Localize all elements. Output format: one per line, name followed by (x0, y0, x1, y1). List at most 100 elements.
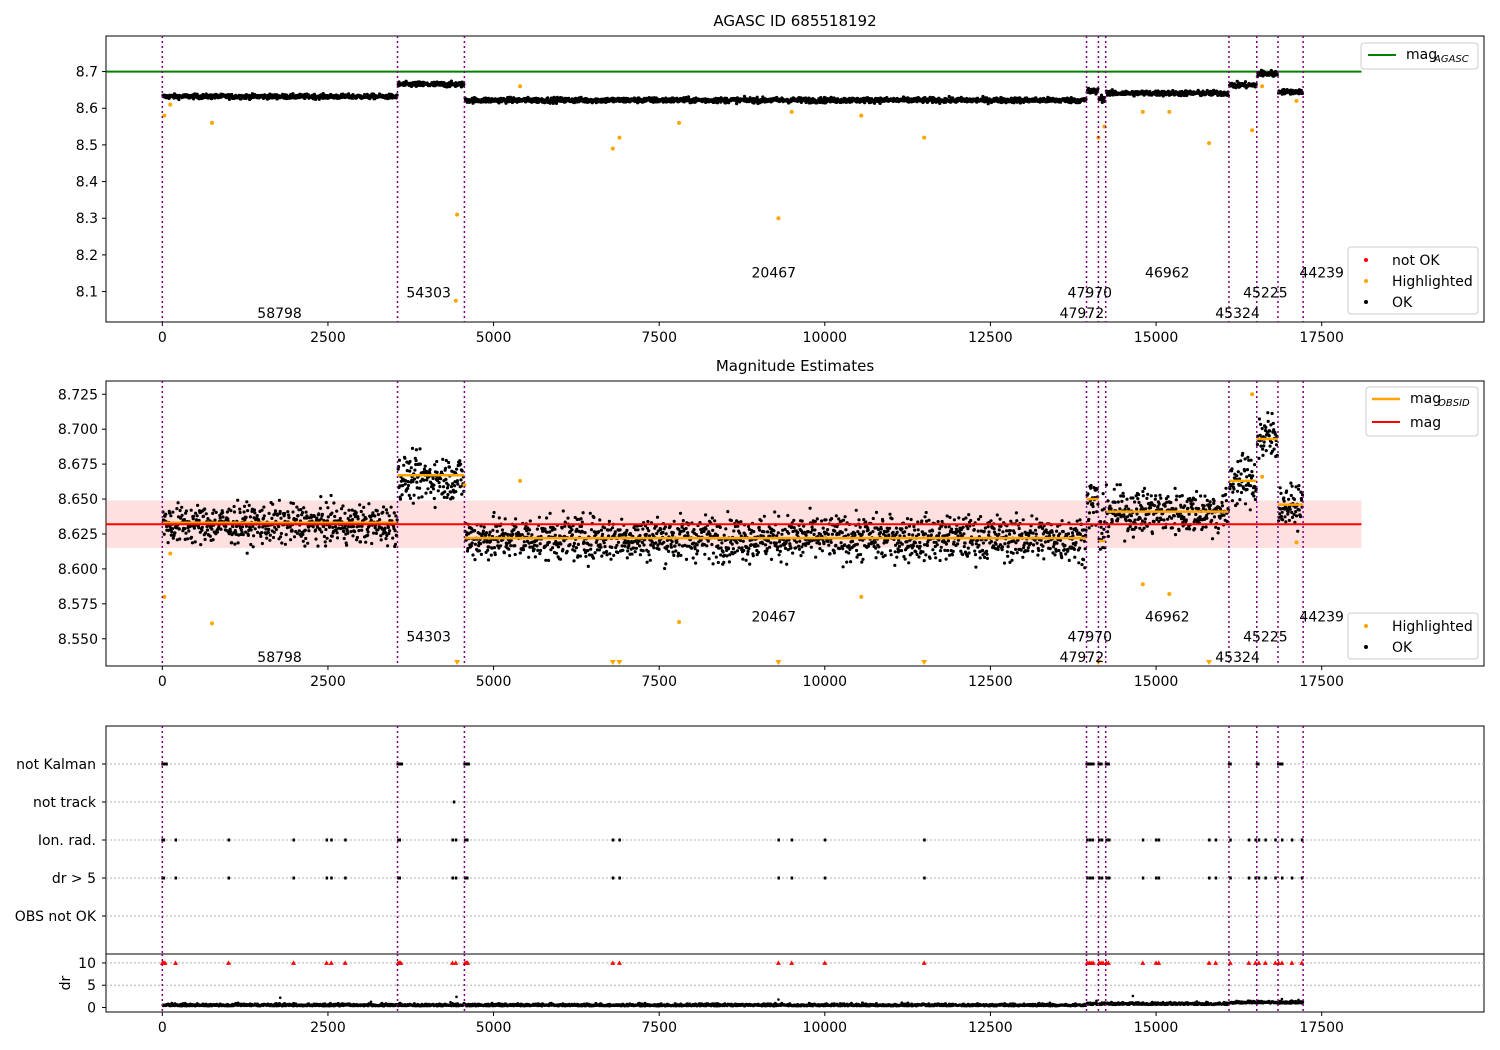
ok-point (841, 565, 845, 569)
ok-point (543, 527, 547, 531)
ok-point (792, 518, 796, 522)
ok-point (947, 525, 951, 529)
ok-point (431, 487, 436, 491)
ok-point (634, 546, 639, 550)
ok-point (304, 536, 308, 541)
ok-point (568, 543, 572, 547)
ok-point (903, 557, 907, 561)
ok-point (601, 532, 605, 536)
ok-point (706, 539, 710, 543)
ok-point (203, 537, 207, 542)
ok-point (193, 540, 197, 544)
ok-point (610, 526, 615, 530)
ok-point (403, 482, 407, 486)
ok-point (572, 541, 577, 546)
ok-point (871, 530, 875, 534)
ok-point (314, 528, 318, 532)
obsid-label: 46962 (1145, 266, 1190, 282)
ok-point (351, 517, 355, 522)
ok-point (445, 495, 449, 500)
ok-point (933, 552, 937, 556)
y-tick-label: 8.6 (76, 101, 98, 117)
ok-point (491, 528, 495, 532)
x-tick-label: 5000 (476, 330, 512, 346)
ok-point (938, 558, 942, 563)
ok-point (439, 477, 443, 481)
x-tick-label: 2500 (310, 330, 346, 346)
ok-point (413, 468, 417, 472)
ok-point (923, 515, 927, 519)
ok-point (192, 514, 196, 518)
ok-point (615, 543, 619, 547)
ok-point (512, 528, 516, 532)
ok-point (211, 538, 215, 542)
ok-point (740, 546, 744, 550)
ok-point (759, 519, 763, 523)
ok-point (449, 79, 453, 83)
ok-point (636, 528, 640, 532)
ok-point (454, 490, 458, 494)
ok-point (957, 516, 961, 520)
ok-point (509, 544, 513, 548)
ok-point (234, 524, 239, 529)
ok-point (979, 515, 983, 519)
ok-point (333, 514, 337, 519)
ok-point (536, 548, 540, 553)
ok-point (758, 528, 762, 532)
ok-point (384, 537, 388, 541)
ok-point (916, 528, 920, 532)
ok-point (436, 489, 440, 493)
ok-point (889, 553, 893, 557)
ok-point (247, 503, 251, 507)
ok-point (847, 551, 851, 555)
ok-point (632, 96, 637, 100)
ok-point (913, 541, 918, 545)
ok-point (221, 510, 225, 515)
ok-point (561, 547, 565, 552)
ok-point (888, 526, 892, 530)
ok-point (776, 545, 780, 549)
ok-point (642, 543, 646, 547)
ok-point (732, 529, 736, 533)
ok-point (423, 464, 427, 468)
ok-point (271, 502, 275, 506)
ok-point (200, 525, 204, 529)
ok-point (964, 516, 968, 520)
ok-point (572, 559, 576, 563)
ok-point (456, 482, 460, 486)
ok-point (455, 479, 459, 483)
ok-point (521, 548, 526, 552)
ok-point (930, 529, 935, 533)
ok-point (503, 517, 507, 521)
ok-point (477, 549, 481, 553)
ok-point (455, 467, 459, 471)
ok-point (797, 544, 801, 548)
ok-point (730, 542, 734, 546)
ok-point (203, 531, 208, 535)
ok-point (841, 518, 846, 522)
ok-point (956, 542, 960, 546)
ok-point (538, 542, 542, 546)
ok-point (954, 527, 959, 531)
ok-point (408, 496, 413, 500)
ok-point (219, 527, 223, 531)
ok-point (883, 553, 887, 558)
ok-point (725, 554, 729, 558)
ok-point (824, 518, 828, 522)
ok-point (378, 518, 382, 522)
ok-point (672, 519, 676, 523)
ok-point (355, 535, 359, 540)
highlighted-point (617, 135, 622, 140)
ok-point (877, 545, 881, 549)
ok-point (446, 483, 450, 487)
ok-point (213, 518, 217, 522)
ok-point (977, 517, 981, 521)
ok-point (323, 540, 327, 544)
ok-point (800, 519, 804, 523)
ok-point (801, 550, 805, 554)
ok-point (433, 505, 437, 510)
ok-point (319, 517, 323, 521)
ok-point (554, 551, 559, 555)
ok-point (719, 553, 723, 557)
ok-point (297, 529, 301, 533)
